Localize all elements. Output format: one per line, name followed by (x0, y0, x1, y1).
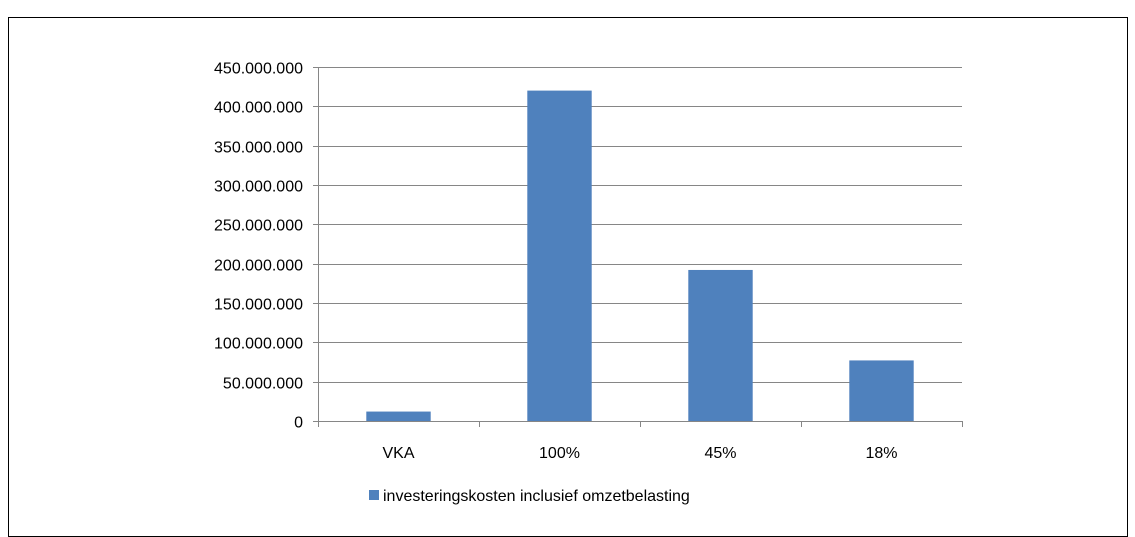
x-axis-tick-labels: VKA 100% 45% 18% (382, 445, 897, 462)
legend: investeringskosten inclusief omzetbelast… (369, 488, 690, 505)
bar (849, 360, 914, 421)
y-tick-label: 250.000.000 (214, 218, 303, 235)
bar (688, 269, 753, 421)
y-tick-label: 100.000.000 (214, 336, 303, 353)
legend-swatch (369, 490, 379, 500)
bar (527, 90, 592, 421)
y-tick-label: 50.000.000 (223, 376, 303, 393)
y-tick-label: 200.000.000 (214, 258, 303, 275)
y-tick-label: 350.000.000 (214, 140, 303, 157)
x-tick-label: 100% (539, 445, 580, 462)
y-tick-label: 300.000.000 (214, 179, 303, 196)
y-tick-label: 400.000.000 (214, 100, 303, 117)
y-tick-label: 0 (294, 415, 303, 432)
bars (366, 90, 914, 421)
legend-label: investeringskosten inclusief omzetbelast… (383, 488, 690, 505)
x-tick-label: 18% (865, 445, 897, 462)
axes (313, 67, 963, 427)
x-tick-label: 45% (704, 445, 736, 462)
bar (366, 411, 431, 421)
gridlines (318, 67, 962, 383)
y-tick-label: 150.000.000 (214, 297, 303, 314)
y-tick-label: 450.000.000 (214, 61, 303, 78)
x-tick-label: VKA (382, 445, 414, 462)
y-axis-tick-labels: 0 50.000.000 100.000.000 150.000.000 200.000… (214, 61, 303, 432)
